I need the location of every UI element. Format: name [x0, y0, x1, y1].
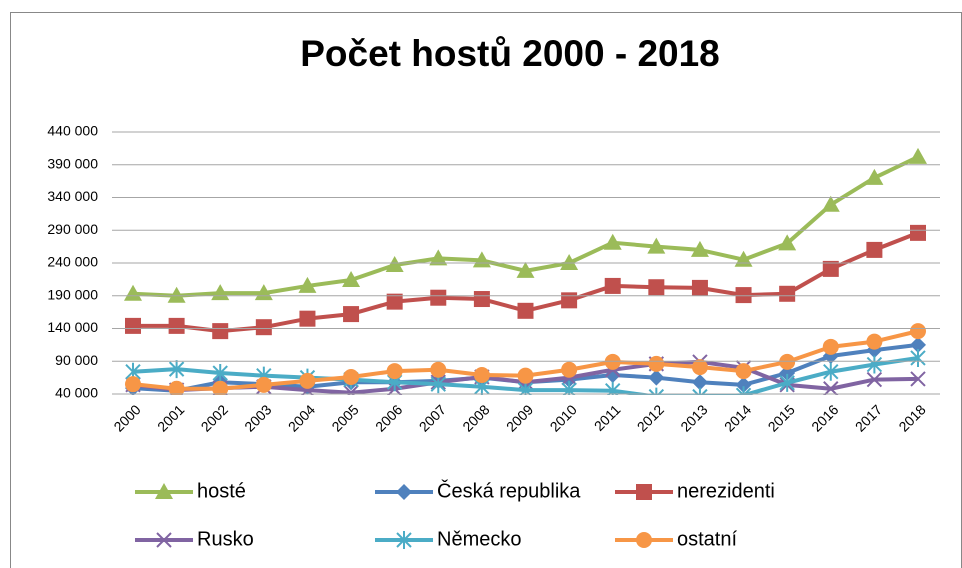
- marker: [779, 365, 796, 382]
- y-tick-label: 340 000: [47, 188, 98, 204]
- marker: [168, 360, 185, 379]
- marker: [648, 369, 665, 386]
- marker: [691, 374, 708, 391]
- y-tick-label: 90 000: [55, 352, 98, 368]
- y-tick-label: 190 000: [47, 286, 98, 302]
- legend-marker: [156, 532, 172, 548]
- marker: [779, 373, 795, 392]
- y-tick-label: 390 000: [47, 155, 98, 171]
- marker: [735, 376, 752, 393]
- marker: [910, 323, 926, 340]
- marker: [255, 376, 272, 393]
- marker: [690, 240, 709, 257]
- marker: [692, 387, 708, 395]
- marker: [255, 319, 272, 336]
- legend-marker: [396, 531, 412, 549]
- marker: [386, 363, 403, 380]
- legend-marker: [155, 483, 173, 499]
- marker: [910, 348, 926, 367]
- marker: [168, 317, 185, 334]
- marker: [343, 368, 360, 385]
- y-tick-label: 290 000: [47, 221, 98, 237]
- marker: [473, 291, 490, 308]
- marker: [648, 279, 665, 296]
- marker: [385, 255, 404, 272]
- marker: [823, 362, 839, 381]
- marker: [910, 224, 926, 241]
- marker: [561, 292, 578, 309]
- chart-title: Počet hostů 2000 - 2018: [300, 33, 720, 74]
- marker: [866, 355, 883, 374]
- marker: [516, 261, 535, 278]
- marker: [823, 381, 839, 395]
- marker: [212, 380, 229, 395]
- marker: [212, 364, 228, 383]
- marker: [167, 286, 186, 303]
- marker: [517, 302, 534, 319]
- marker: [298, 276, 317, 293]
- marker: [866, 333, 883, 350]
- marker: [910, 336, 926, 353]
- marker: [560, 254, 579, 270]
- marker: [735, 386, 752, 395]
- marker: [604, 353, 621, 370]
- marker: [342, 271, 361, 288]
- marker: [430, 375, 446, 394]
- marker: [821, 195, 840, 212]
- marker: [561, 381, 577, 395]
- legend-label: Německo: [437, 528, 521, 550]
- legend-marker: [396, 484, 412, 500]
- marker: [648, 355, 665, 372]
- marker: [299, 372, 316, 389]
- marker: [517, 381, 534, 395]
- marker: [691, 279, 708, 296]
- marker: [648, 387, 665, 395]
- marker: [778, 234, 797, 251]
- marker: [779, 353, 796, 370]
- y-tick-label: 240 000: [47, 254, 98, 270]
- legend-label: Česká republika: [437, 479, 581, 502]
- marker: [605, 381, 621, 395]
- marker: [430, 361, 447, 378]
- marker: [866, 241, 883, 258]
- marker: [604, 277, 621, 294]
- legend-marker: [636, 484, 652, 500]
- marker: [125, 317, 141, 334]
- marker: [168, 380, 185, 395]
- legend-label: nerezidenti: [677, 480, 775, 502]
- legend-label: hosté: [197, 480, 246, 502]
- marker: [647, 237, 666, 254]
- marker: [299, 310, 316, 327]
- y-tick-label: 40 000: [55, 385, 98, 401]
- marker: [822, 260, 839, 277]
- marker: [735, 363, 752, 380]
- y-tick-label: 440 000: [47, 123, 98, 139]
- marker: [561, 361, 578, 378]
- marker: [691, 359, 708, 376]
- marker: [735, 287, 752, 304]
- marker: [430, 289, 447, 306]
- legend-label: Rusko: [197, 528, 254, 550]
- marker: [386, 293, 403, 310]
- marker: [910, 371, 926, 387]
- marker: [473, 367, 490, 384]
- marker: [125, 376, 141, 393]
- marker: [909, 147, 927, 164]
- marker: [866, 371, 883, 388]
- marker: [603, 233, 622, 250]
- chart-border: [10, 12, 962, 568]
- marker: [429, 249, 448, 266]
- marker: [343, 306, 360, 323]
- legend-label: ostatní: [677, 528, 737, 550]
- y-tick-label: 140 000: [47, 319, 98, 335]
- marker: [822, 338, 839, 355]
- legend-marker: [636, 532, 652, 548]
- marker: [779, 285, 796, 302]
- marker: [517, 367, 534, 384]
- marker: [865, 168, 884, 185]
- marker: [124, 284, 142, 301]
- marker: [212, 323, 229, 340]
- marker: [343, 384, 359, 395]
